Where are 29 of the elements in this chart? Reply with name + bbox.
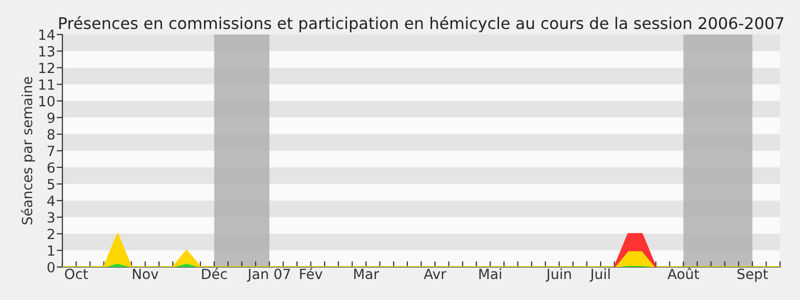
x-tick-label: Juin [546, 268, 571, 282]
y-tick-label: 14 [39, 30, 55, 40]
y-tick-label: 13 [39, 46, 54, 57]
x-tick-label: Mar [354, 268, 380, 280]
y-axis-title: Séances par semaine [21, 76, 36, 224]
y-tick-label: 0 [48, 262, 55, 272]
x-tick-label: Juil [590, 268, 610, 282]
y-tick-label: 6 [48, 162, 55, 173]
x-tick-label: Oct [64, 268, 88, 280]
y-tick-label: 7 [48, 146, 54, 156]
x-tick-label: Avr [424, 268, 446, 279]
y-tick-label: 11 [39, 79, 54, 90]
y-tick-label: 8 [48, 129, 55, 140]
y-tick-label: 3 [48, 212, 54, 223]
x-tick-label: Jan 07 [246, 268, 290, 282]
y-tick-label: 1 [48, 246, 54, 256]
chart-title: Présences en commissions et participation en hémicycle au cours de la session 2006-2007 [59, 16, 784, 32]
y-tick-label: 2 [48, 228, 54, 240]
y-tick-label: 9 [47, 112, 54, 124]
y-tick-label: 12 [39, 62, 54, 73]
x-tick-label: Fév [300, 268, 322, 280]
y-tick-label: 10 [39, 96, 55, 106]
y-tick-label: 5 [48, 179, 54, 190]
x-tick-label: Déc [202, 268, 227, 280]
x-tick-label: Mai [479, 268, 502, 280]
x-tick-label: Août [668, 268, 700, 280]
y-tick-label: 4 [47, 196, 55, 206]
x-tick-label: Nov [133, 268, 158, 280]
x-tick-label: Sept [738, 268, 768, 282]
